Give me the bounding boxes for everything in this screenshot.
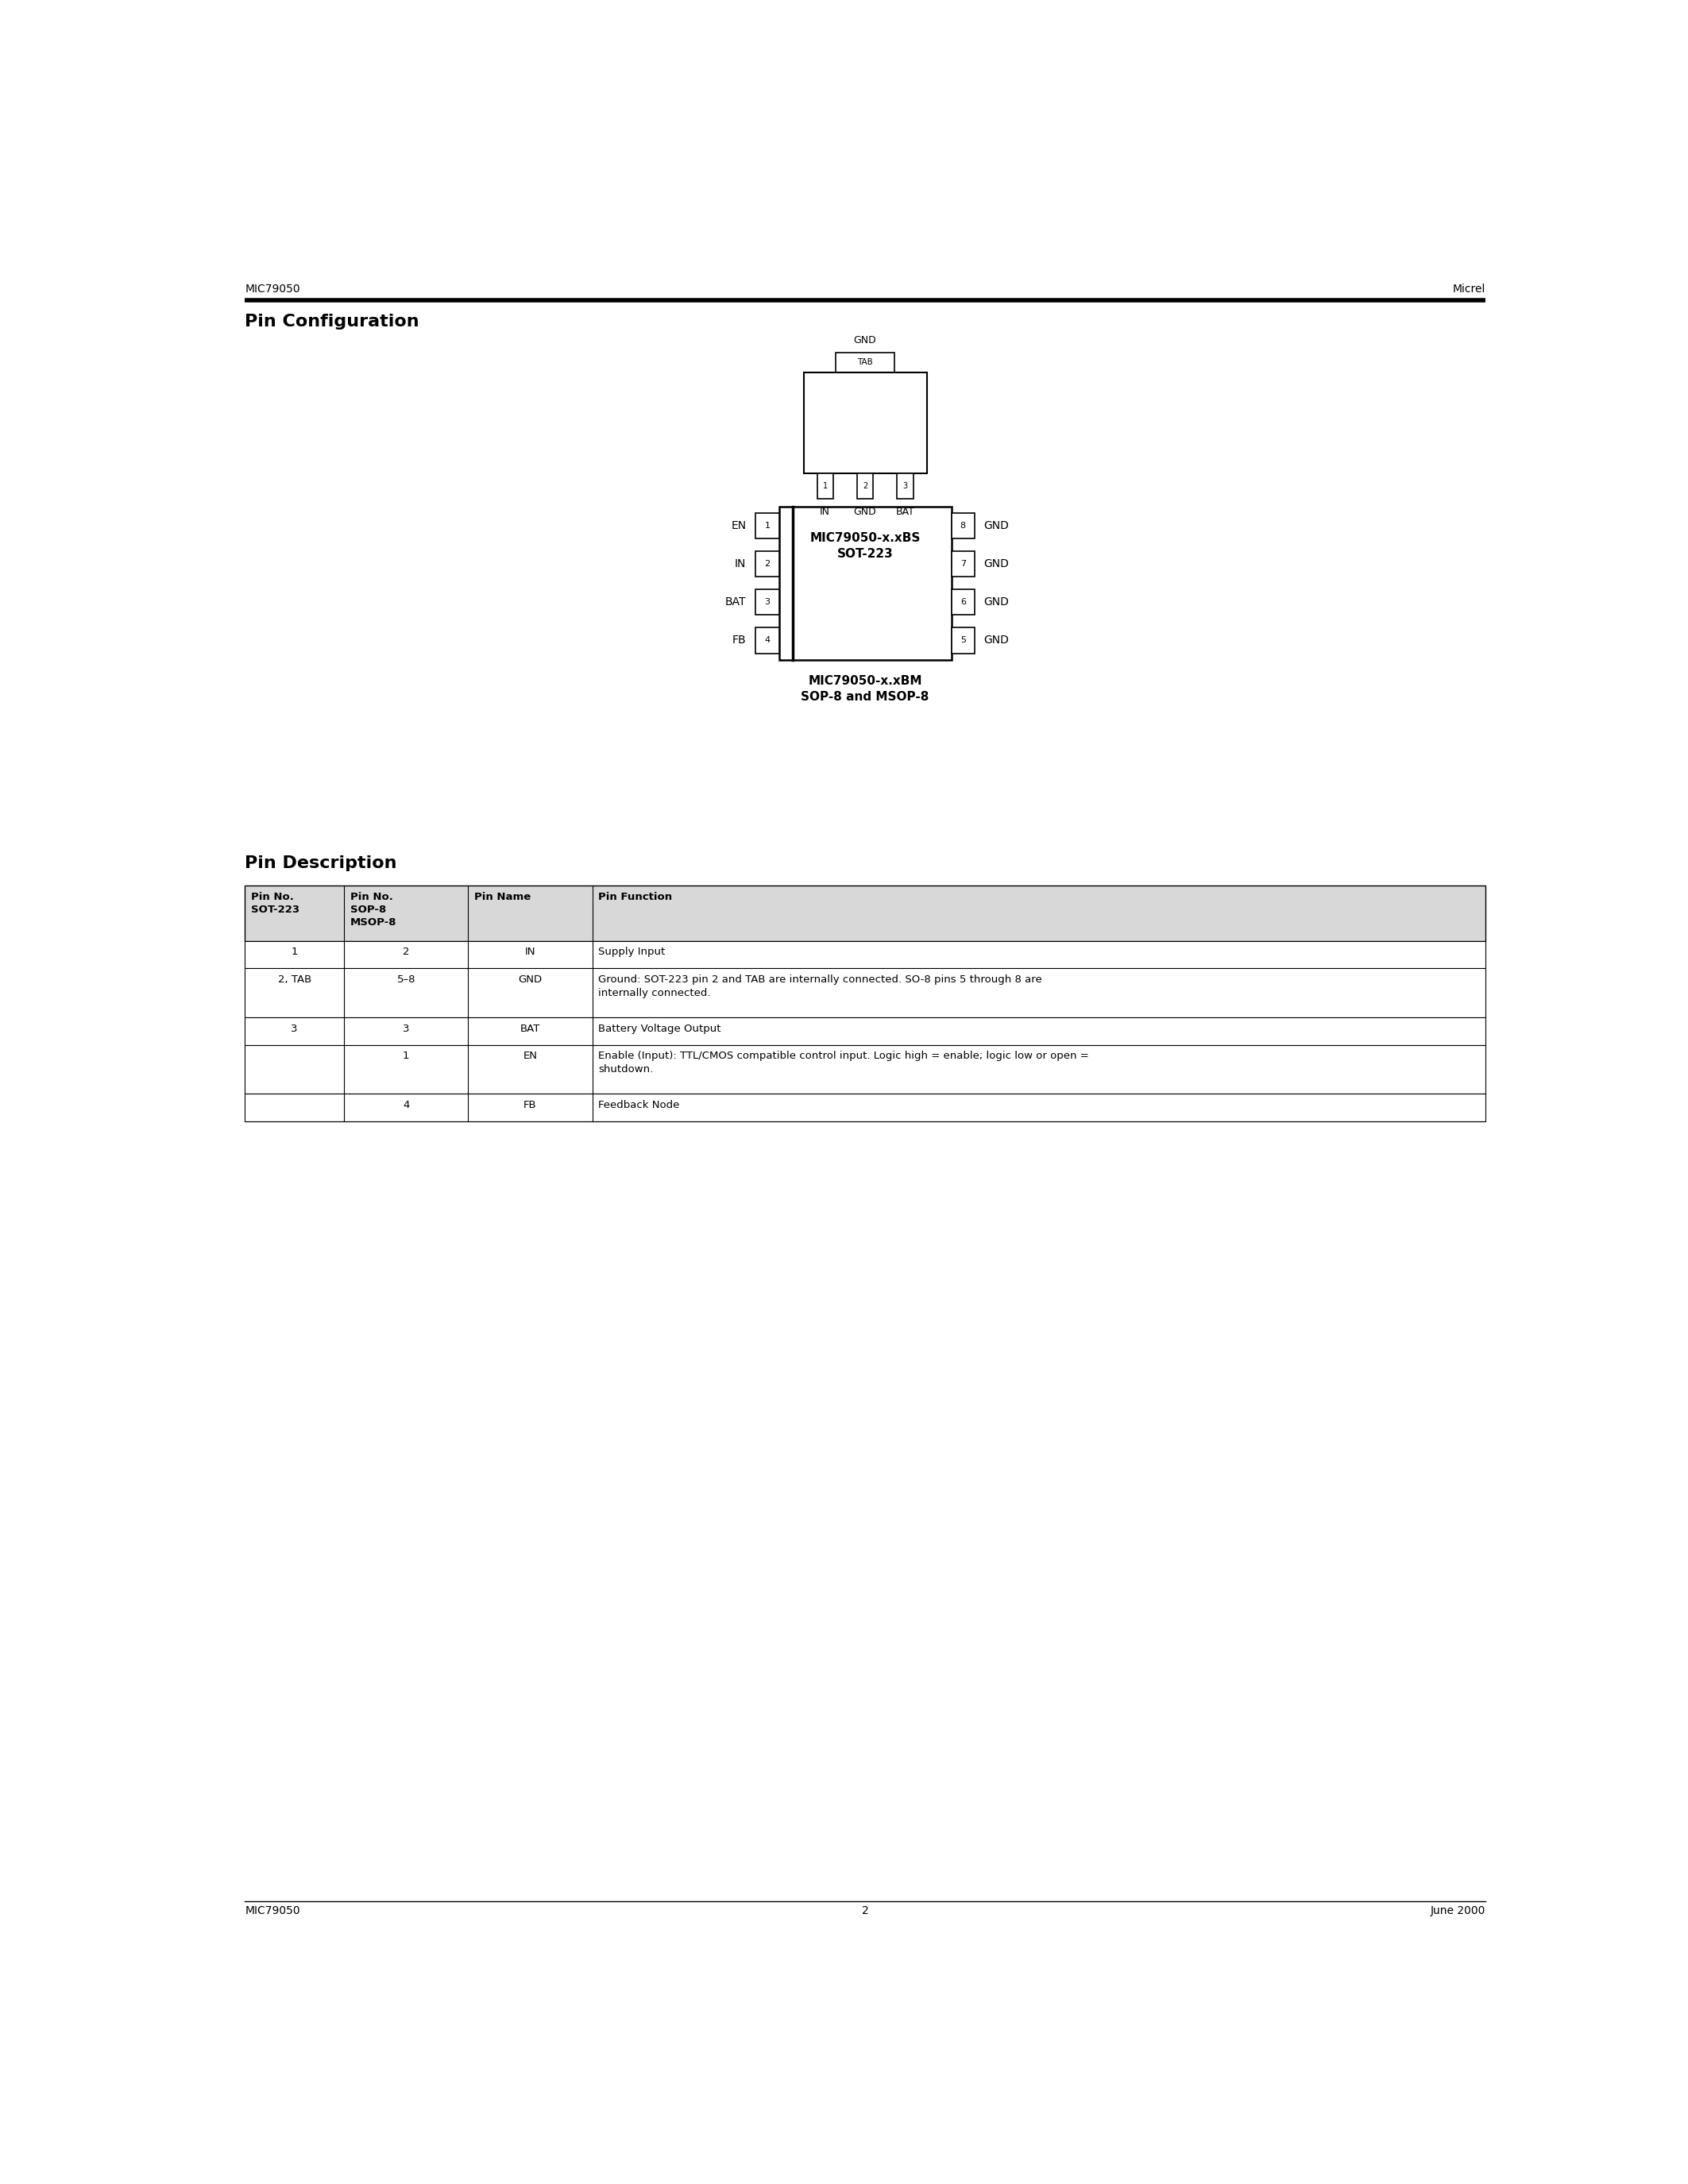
- Bar: [245, 941, 1485, 968]
- Bar: [756, 513, 778, 539]
- Text: 2: 2: [403, 948, 410, 957]
- Text: EN: EN: [731, 520, 746, 531]
- Text: 8: 8: [960, 522, 966, 531]
- Text: 3: 3: [290, 1024, 297, 1033]
- Text: 2: 2: [861, 1904, 869, 1915]
- Text: Enable (Input): TTL/CMOS compatible control input. Logic high = enable; logic lo: Enable (Input): TTL/CMOS compatible cont…: [598, 1051, 1089, 1075]
- Text: Pin Function: Pin Function: [598, 891, 672, 902]
- Text: 5–8: 5–8: [397, 974, 415, 985]
- Text: Pin Name: Pin Name: [474, 891, 532, 902]
- Bar: [817, 474, 834, 498]
- Text: 1: 1: [290, 948, 297, 957]
- Text: 3: 3: [403, 1024, 410, 1033]
- Bar: [245, 968, 1485, 1018]
- Text: 5: 5: [960, 636, 966, 644]
- Bar: [756, 590, 778, 616]
- Text: MIC79050: MIC79050: [245, 284, 300, 295]
- Text: 2: 2: [765, 559, 770, 568]
- Text: 7: 7: [960, 559, 966, 568]
- Text: FB: FB: [733, 636, 746, 646]
- Text: 1: 1: [822, 483, 827, 489]
- Bar: [952, 627, 974, 653]
- Text: IN: IN: [734, 559, 746, 570]
- Text: 2: 2: [863, 483, 868, 489]
- Text: June 2000: June 2000: [1430, 1904, 1485, 1915]
- Text: GND: GND: [984, 520, 1009, 531]
- Bar: [836, 352, 895, 371]
- Bar: [896, 474, 913, 498]
- Text: GND: GND: [854, 507, 876, 518]
- Text: GND: GND: [854, 334, 876, 345]
- Bar: [952, 590, 974, 616]
- Text: Pin No.
SOP-8
MSOP-8: Pin No. SOP-8 MSOP-8: [349, 891, 397, 928]
- Text: BAT: BAT: [896, 507, 915, 518]
- Text: GND: GND: [984, 636, 1009, 646]
- Text: MIC79050-x.xBM
SOP-8 and MSOP-8: MIC79050-x.xBM SOP-8 and MSOP-8: [802, 675, 928, 703]
- Bar: [858, 474, 873, 498]
- Text: Ground: SOT-223 pin 2 and TAB are internally connected. SO-8 pins 5 through 8 ar: Ground: SOT-223 pin 2 and TAB are intern…: [598, 974, 1041, 998]
- Text: 6: 6: [960, 598, 966, 607]
- Text: Pin Configuration: Pin Configuration: [245, 314, 419, 330]
- Text: 1: 1: [765, 522, 770, 531]
- Bar: [952, 550, 974, 577]
- Text: MIC79050-x.xBS
SOT-223: MIC79050-x.xBS SOT-223: [810, 533, 920, 559]
- Bar: [803, 371, 927, 474]
- Text: 1: 1: [403, 1051, 410, 1061]
- Text: Pin Description: Pin Description: [245, 856, 397, 871]
- Text: TAB: TAB: [858, 358, 873, 367]
- Text: BAT: BAT: [520, 1024, 540, 1033]
- Bar: [756, 550, 778, 577]
- Text: Supply Input: Supply Input: [598, 948, 665, 957]
- Bar: [756, 627, 778, 653]
- Text: GND: GND: [984, 559, 1009, 570]
- Text: 4: 4: [403, 1101, 410, 1109]
- Text: 2, TAB: 2, TAB: [279, 974, 311, 985]
- Text: GND: GND: [518, 974, 542, 985]
- Text: FB: FB: [523, 1101, 537, 1109]
- Text: GND: GND: [984, 596, 1009, 607]
- Text: MIC79050: MIC79050: [245, 1904, 300, 1915]
- Bar: [245, 1044, 1485, 1094]
- Text: BAT: BAT: [726, 596, 746, 607]
- Bar: [245, 887, 1485, 941]
- Text: Pin No.
SOT-223: Pin No. SOT-223: [252, 891, 299, 915]
- Text: 4: 4: [765, 636, 770, 644]
- Bar: [245, 1094, 1485, 1120]
- Text: Battery Voltage Output: Battery Voltage Output: [598, 1024, 721, 1033]
- Text: Feedback Node: Feedback Node: [598, 1101, 680, 1109]
- Text: 3: 3: [903, 483, 908, 489]
- Text: IN: IN: [525, 948, 535, 957]
- Text: IN: IN: [820, 507, 830, 518]
- Text: 3: 3: [765, 598, 770, 607]
- Bar: [245, 1018, 1485, 1044]
- Bar: [778, 507, 952, 660]
- Text: EN: EN: [523, 1051, 537, 1061]
- Text: Micrel: Micrel: [1452, 284, 1485, 295]
- Bar: [952, 513, 974, 539]
